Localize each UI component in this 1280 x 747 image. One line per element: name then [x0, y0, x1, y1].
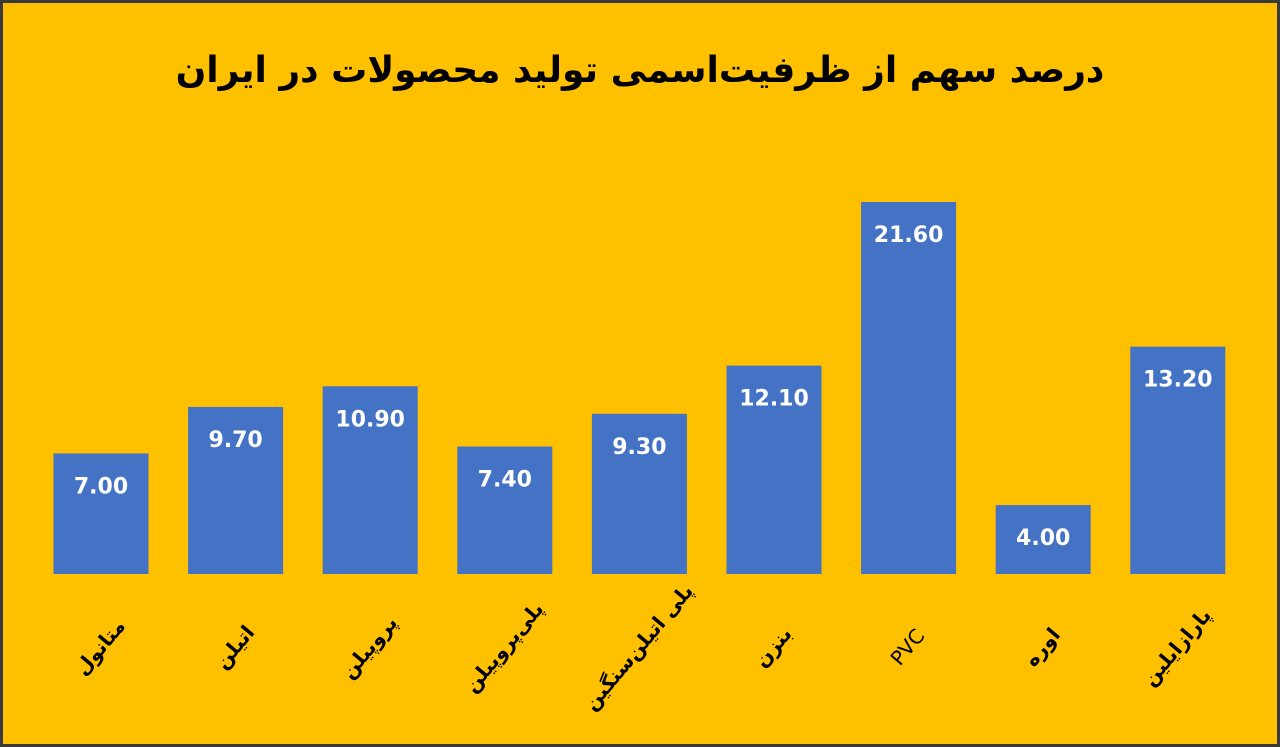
value-label: 10.90: [335, 407, 405, 432]
bar: [1130, 346, 1226, 574]
bar: [457, 446, 553, 574]
chart-title: درصد سهم از ظرفیت‌اسمی تولید محصولات در …: [176, 50, 1105, 91]
bar: [861, 202, 957, 574]
bar: [995, 505, 1091, 574]
bar: [726, 365, 822, 574]
value-label: 7.00: [74, 474, 128, 499]
value-label: 4.00: [1016, 526, 1070, 551]
bar: [53, 453, 149, 574]
value-label: 12.10: [739, 387, 809, 412]
bar: [188, 406, 284, 574]
bar: [591, 413, 687, 574]
value-label: 9.70: [208, 428, 262, 453]
value-label: 7.40: [478, 468, 532, 493]
value-label: 13.20: [1143, 368, 1213, 393]
value-label: 21.60: [874, 223, 944, 248]
background: [3, 3, 1277, 744]
bar: [322, 386, 418, 574]
value-label: 9.30: [612, 435, 666, 460]
